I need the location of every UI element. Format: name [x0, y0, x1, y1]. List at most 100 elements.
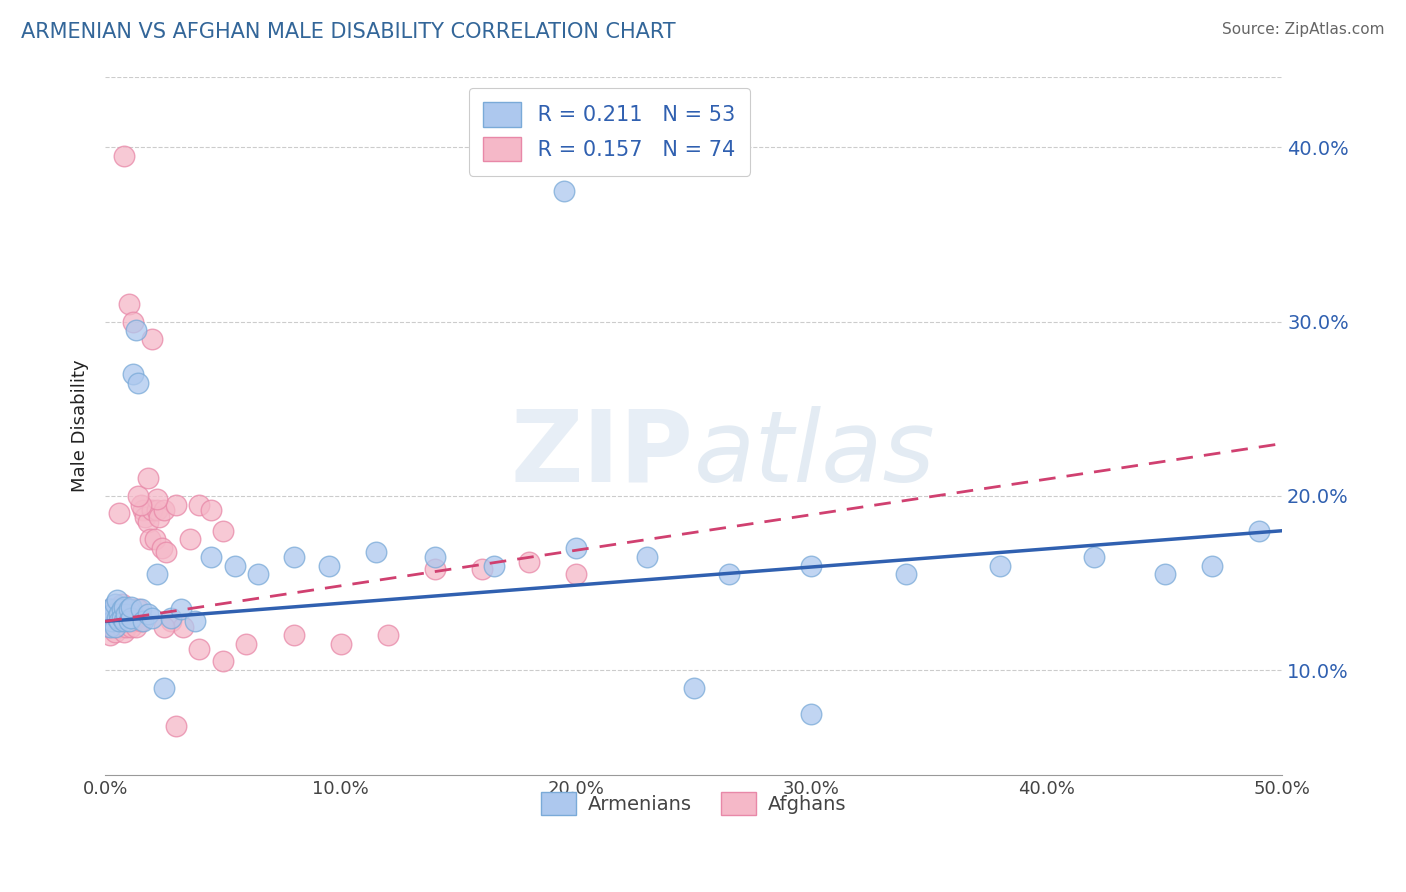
Point [101, 615, 124, 629]
Point [188, 642, 211, 657]
Point [118, 611, 141, 625]
Point [169, 602, 191, 616]
Text: ARMENIAN VS AFGHAN MALE DISABILITY CORRELATION CHART: ARMENIAN VS AFGHAN MALE DISABILITY CORRE… [21, 22, 676, 42]
Point [115, 611, 138, 625]
Point [101, 607, 124, 622]
Point [165, 498, 187, 512]
Point [471, 562, 494, 576]
Point [682, 681, 704, 695]
Point [120, 611, 142, 625]
Point [108, 506, 131, 520]
Point [132, 503, 155, 517]
Point [108, 602, 131, 616]
Point [101, 611, 124, 625]
Point [98, 628, 121, 642]
Point [155, 544, 177, 558]
Point [111, 602, 134, 616]
Point [988, 558, 1011, 573]
Point [105, 619, 128, 633]
Point [112, 615, 135, 629]
Point [129, 615, 152, 629]
Point [125, 619, 148, 633]
Point [129, 602, 152, 616]
Point [98, 602, 121, 616]
Point [183, 615, 205, 629]
Point [104, 597, 127, 611]
Point [112, 615, 135, 629]
Point [111, 611, 134, 625]
Point [318, 558, 340, 573]
Point [104, 602, 127, 616]
Point [153, 681, 176, 695]
Point [122, 314, 145, 328]
Point [112, 149, 135, 163]
Point [1153, 567, 1175, 582]
Point [112, 600, 135, 615]
Point [127, 376, 149, 390]
Point [127, 602, 149, 616]
Point [200, 549, 222, 564]
Point [150, 541, 173, 556]
Point [517, 555, 540, 569]
Point [172, 619, 194, 633]
Point [146, 567, 169, 582]
Point [111, 611, 134, 625]
Point [125, 611, 148, 625]
Point [247, 567, 270, 582]
Point [101, 619, 124, 633]
Point [283, 549, 305, 564]
Point [134, 509, 156, 524]
Point [160, 615, 183, 629]
Point [122, 607, 145, 622]
Point [377, 628, 399, 642]
Point [97, 611, 120, 625]
Legend: Armenians, Afghans: Armenians, Afghans [531, 782, 856, 824]
Point [129, 498, 152, 512]
Point [115, 607, 138, 622]
Point [153, 503, 176, 517]
Point [1201, 558, 1223, 573]
Point [423, 562, 446, 576]
Point [104, 624, 127, 639]
Point [118, 602, 141, 616]
Point [179, 533, 201, 547]
Point [800, 558, 823, 573]
Point [329, 637, 352, 651]
Point [112, 602, 135, 616]
Point [423, 549, 446, 564]
Point [105, 607, 128, 622]
Point [146, 492, 169, 507]
Point [136, 607, 159, 622]
Point [1247, 524, 1270, 538]
Point [118, 615, 141, 629]
Text: ZIP: ZIP [510, 406, 693, 502]
Point [224, 558, 246, 573]
Point [1083, 549, 1105, 564]
Text: atlas: atlas [693, 406, 935, 502]
Point [800, 706, 823, 721]
Point [101, 607, 124, 622]
Point [141, 332, 163, 346]
Point [108, 615, 131, 629]
Point [364, 544, 387, 558]
Point [235, 637, 257, 651]
Point [105, 593, 128, 607]
Point [132, 615, 155, 629]
Point [141, 503, 163, 517]
Point [115, 619, 138, 633]
Point [97, 611, 120, 625]
Point [188, 498, 211, 512]
Point [139, 533, 162, 547]
Point [98, 619, 121, 633]
Point [108, 615, 131, 629]
Point [127, 489, 149, 503]
Y-axis label: Male Disability: Male Disability [72, 359, 89, 492]
Point [98, 602, 121, 616]
Point [97, 619, 120, 633]
Point [104, 615, 127, 629]
Point [118, 297, 141, 311]
Point [105, 611, 128, 625]
Point [112, 624, 135, 639]
Point [98, 615, 121, 629]
Point [122, 615, 145, 629]
